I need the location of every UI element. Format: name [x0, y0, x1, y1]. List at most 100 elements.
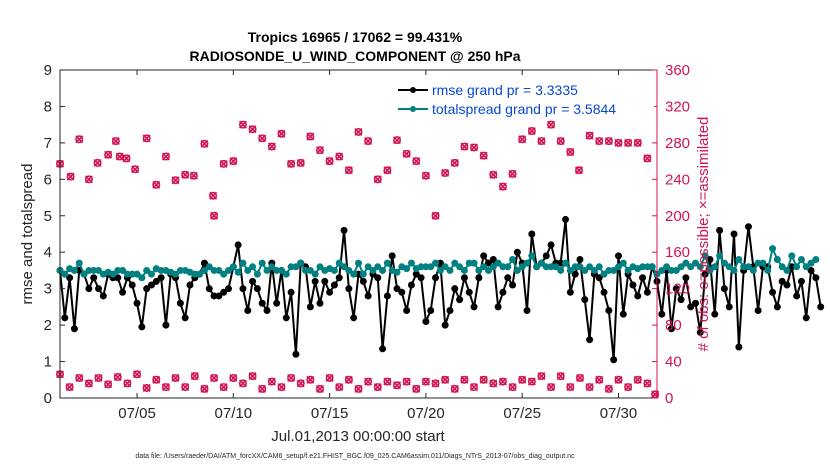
obs-assimilated-point: [441, 375, 450, 384]
totalspread-point: [735, 256, 743, 264]
x-tick-label: 07/05: [118, 405, 156, 422]
rmse-point: [147, 281, 155, 289]
obs-circle-marker: [161, 152, 170, 161]
obs-cross-marker: [585, 131, 594, 140]
totalspread-point: [133, 270, 141, 278]
obs-cross-marker: [161, 383, 170, 392]
totalspread-point: [730, 266, 738, 274]
obs-possible-point: [152, 180, 161, 189]
rmse-point: [528, 230, 536, 238]
obs-cross-marker: [489, 170, 498, 179]
totalspread-point: [797, 256, 805, 264]
obs-possible-point: [518, 135, 527, 144]
rmse-point: [253, 285, 261, 293]
rmse-point: [95, 285, 103, 293]
obs-assimilated-point: [287, 373, 296, 382]
obs-cross-marker: [238, 120, 247, 129]
totalspread-point: [244, 266, 252, 274]
rmse-point: [306, 303, 314, 311]
totalspread-point: [614, 263, 622, 271]
rmse-point: [258, 299, 266, 307]
obs-circle-marker: [171, 373, 180, 382]
obs-possible-point: [364, 137, 373, 146]
obs-possible-point: [537, 137, 546, 146]
obs-possible-point: [441, 168, 450, 177]
obs-assimilated-point: [460, 375, 469, 384]
rmse-point: [489, 256, 497, 264]
obs-circle-marker: [65, 383, 74, 392]
obs-circle-marker: [325, 373, 334, 382]
totalspread-point: [537, 259, 545, 267]
rmse-point: [383, 292, 391, 300]
rmse-point: [239, 285, 247, 293]
plot-area-background: [60, 70, 657, 398]
obs-cross-marker: [189, 171, 198, 180]
obs-circle-marker: [431, 379, 440, 388]
totalspread-point: [263, 266, 271, 274]
obs-cross-marker: [325, 157, 334, 166]
rmse-point: [374, 274, 382, 282]
obs-circle-marker: [537, 372, 546, 381]
totalspread-point: [306, 266, 314, 274]
obs-circle-marker: [122, 154, 131, 163]
totalspread-point: [268, 263, 276, 271]
obs-circle-marker: [84, 379, 93, 388]
obs-circle-marker: [421, 171, 430, 180]
obs-cross-marker: [508, 383, 517, 392]
rmse-point: [244, 307, 252, 315]
obs-possible-point: [181, 170, 190, 179]
obs-cross-marker: [566, 383, 575, 392]
obs-assimilated-point: [604, 384, 613, 393]
totalspread-point: [311, 270, 319, 278]
obs-cross-marker: [152, 375, 161, 384]
obs-assimilated-point: [421, 377, 430, 386]
y-axis-label-right: # of obs: o=possible; ×=assimilated: [695, 117, 712, 352]
rmse-point: [326, 288, 334, 296]
obs-circle-marker: [190, 372, 199, 381]
obs-possible-point: [287, 159, 296, 168]
obs-cross-marker: [556, 137, 565, 146]
obs-circle-marker: [277, 129, 286, 138]
obs-cross-marker: [518, 375, 527, 384]
obs-circle-marker: [633, 375, 642, 384]
series-layer: [55, 120, 825, 399]
x-tick-label: 07/30: [600, 405, 638, 422]
obs-possible-point: [131, 165, 140, 174]
obs-circle-marker: [344, 166, 353, 175]
obs-cross-marker: [287, 159, 296, 168]
rmse-point: [200, 259, 208, 267]
obs-cross-marker: [344, 375, 353, 384]
obs-circle-marker: [508, 383, 517, 392]
totalspread-point: [769, 245, 777, 253]
obs-assimilated-point: [585, 383, 594, 392]
obs-assimilated-point: [643, 379, 652, 388]
rmse-point: [441, 321, 449, 329]
obs-possible-point: [547, 120, 556, 129]
obs-cross-marker: [412, 384, 421, 393]
obs-circle-marker: [566, 148, 575, 157]
obs-cross-marker: [547, 383, 556, 392]
totalspread-point: [812, 256, 820, 264]
rmse-point: [99, 292, 107, 300]
y-tick-label-left: 2: [44, 317, 52, 334]
obs-assimilated-point: [431, 379, 440, 388]
obs-cross-marker: [325, 373, 334, 382]
obs-cross-marker: [306, 375, 315, 384]
obs-circle-marker: [238, 379, 247, 388]
rmse-point: [465, 288, 473, 296]
rmse-point: [610, 356, 618, 364]
obs-cross-marker: [489, 379, 498, 388]
obs-circle-marker: [624, 138, 633, 147]
rmse-point: [345, 285, 353, 293]
totalspread-point: [143, 266, 151, 274]
rmse-point: [321, 277, 329, 285]
obs-possible-point: [142, 134, 151, 143]
rmse-point: [629, 281, 637, 289]
rmse-point: [460, 274, 468, 282]
totalspread-point: [701, 252, 709, 260]
obs-cross-marker: [393, 381, 401, 390]
obs-cross-marker: [277, 383, 286, 392]
rmse-point: [427, 307, 435, 315]
obs-possible-point: [412, 157, 421, 166]
obs-circle-marker: [412, 157, 421, 166]
